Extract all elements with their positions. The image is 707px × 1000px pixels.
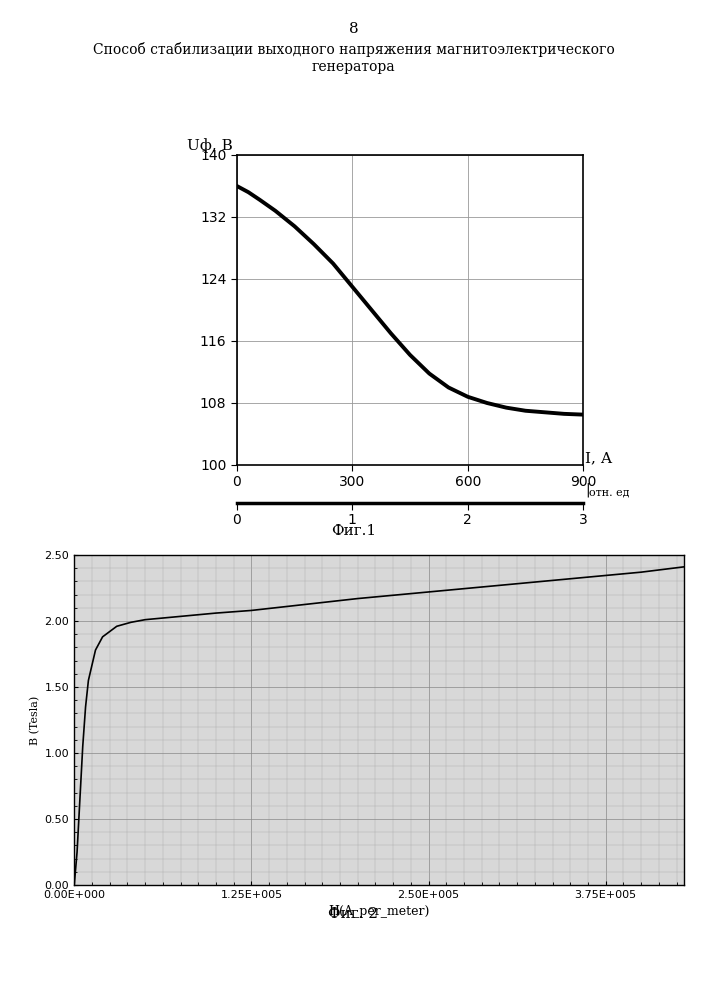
Text: Фиг. 2: Фиг. 2 bbox=[329, 907, 378, 921]
Text: генератора: генератора bbox=[312, 60, 395, 74]
Y-axis label: B (Tesla): B (Tesla) bbox=[30, 695, 40, 745]
Text: Фиг.1: Фиг.1 bbox=[331, 524, 376, 538]
Text: Способ стабилизации выходного напряжения магнитоэлектрического: Способ стабилизации выходного напряжения… bbox=[93, 42, 614, 57]
X-axis label: H(A_per_meter): H(A_per_meter) bbox=[328, 905, 430, 918]
Text: отн. ед: отн. ед bbox=[589, 487, 629, 497]
Text: |: | bbox=[585, 483, 590, 497]
Text: 8: 8 bbox=[349, 22, 358, 36]
Text: I, А: I, А bbox=[585, 451, 613, 465]
Text: Uф, В: Uф, В bbox=[187, 138, 233, 153]
